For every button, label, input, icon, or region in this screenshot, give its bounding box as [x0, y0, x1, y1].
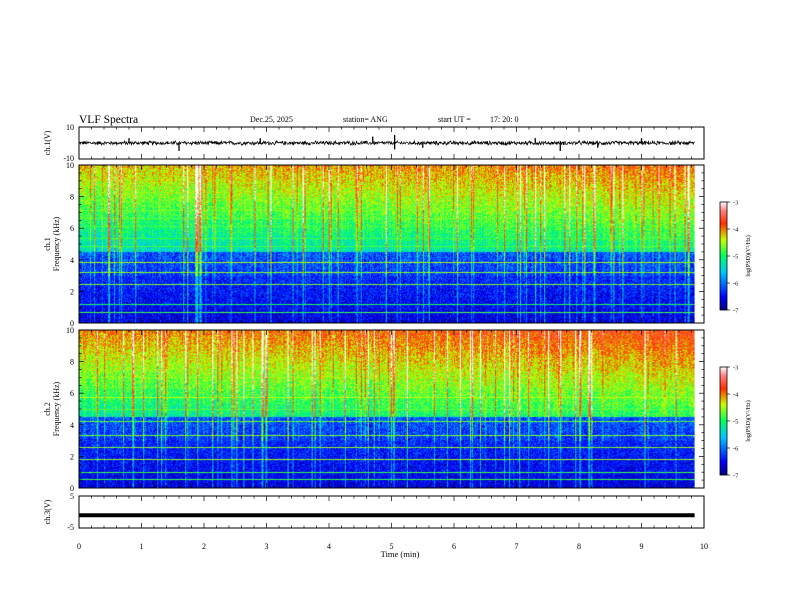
ch1-ytick-bottom: -10	[63, 154, 74, 163]
ch2-ytick: 4	[70, 421, 74, 430]
ch2-colorbar-tick: -7	[733, 473, 739, 480]
figure-title: VLF Spectra	[79, 114, 138, 126]
ch1-waveform-panel: 10 -10 ch.1(V)	[43, 123, 705, 163]
ch1-ytick-top: 10	[66, 123, 74, 132]
ch2-colorbar-tick: -4	[733, 392, 739, 399]
date-label: Dec.25, 2025	[250, 115, 293, 124]
ch1-colorbar-tick: -5	[733, 254, 738, 261]
ch1-ytick: 6	[70, 224, 74, 233]
ch1-waveform-trace	[78, 139, 695, 147]
ch3-ytick-top: 5	[70, 492, 74, 501]
ch1-ytick: 10	[66, 161, 74, 170]
ch1-colorbar-tick: -3	[733, 200, 738, 207]
ch3-waveform-frame	[78, 495, 705, 529]
ch3-waveform-panel: 5 -5 ch.3(V)	[43, 492, 705, 532]
ch2-ytick: 2	[70, 452, 74, 461]
x-tick-label: 4	[327, 542, 331, 551]
ch1-colorbar-tick: -7	[733, 308, 739, 315]
ch1-spikes	[128, 135, 643, 151]
ch1-colorbar-tick: -4	[733, 227, 739, 234]
ch2-ytick: 10	[66, 326, 74, 335]
ch3-ytick-bottom: -5	[67, 523, 74, 532]
ch2-colorbar-tick: -3	[733, 365, 738, 372]
start-time: 17: 20: 0	[490, 115, 518, 124]
x-tick-label: 7	[515, 542, 519, 551]
ch2-colorbar-label: log(PSD)(V²/Hz)	[745, 400, 752, 441]
ch2-ytick: 8	[70, 358, 74, 367]
x-axis-label: Time (min)	[381, 549, 420, 559]
x-tick-label: 3	[265, 542, 269, 551]
ch1-spectrogram-ylabel-freq: Frequency (kHz)	[52, 216, 61, 271]
ch2-ytick: 0	[70, 484, 74, 493]
start-label: start UT =	[438, 115, 471, 124]
ch1-ytick: 2	[70, 287, 74, 296]
ch3-waveform-ylabel: ch.3(V)	[43, 499, 52, 524]
ch2-colorbar	[719, 366, 728, 476]
x-tick-label: 2	[202, 542, 206, 551]
ch2-spectrogram-ylabel-freq: Frequency (kHz)	[52, 381, 61, 436]
ch1-ytick: 4	[70, 256, 74, 265]
ch2-colorbar-tick: -5	[733, 419, 738, 426]
ch2-ytick: 6	[70, 389, 74, 398]
x-tick-label: 8	[577, 542, 581, 551]
ch1-colorbar-label: log(PSD)(V²/Hz)	[745, 235, 752, 276]
ch1-spectrogram-image	[79, 165, 695, 323]
x-tick-label: 9	[640, 542, 644, 551]
x-tick-label: 5	[390, 542, 394, 551]
x-tick-label: 10	[700, 542, 708, 551]
ch2-colorbar-tick: -6	[733, 446, 739, 453]
ch1-colorbar	[719, 201, 728, 311]
x-tick-label: 1	[140, 542, 144, 551]
station-label: station= ANG	[343, 115, 388, 124]
x-tick-label: 6	[452, 542, 456, 551]
ch1-ytick: 8	[70, 193, 74, 202]
ch2-spectrogram-ylabel-ch: ch.2	[43, 402, 52, 416]
ch1-colorbar-tick: -6	[733, 281, 739, 288]
x-tick-label: 0	[77, 542, 81, 551]
ch1-ytick: 0	[70, 319, 74, 328]
ch1-spectrogram-ylabel-ch: ch.1	[43, 237, 52, 251]
x-axis: 0 1 2 3 4 5 6 7 8 9 10	[77, 127, 708, 551]
ch1-waveform-ylabel: ch.1(V)	[43, 130, 52, 155]
ch2-spectrogram-image	[79, 330, 695, 488]
